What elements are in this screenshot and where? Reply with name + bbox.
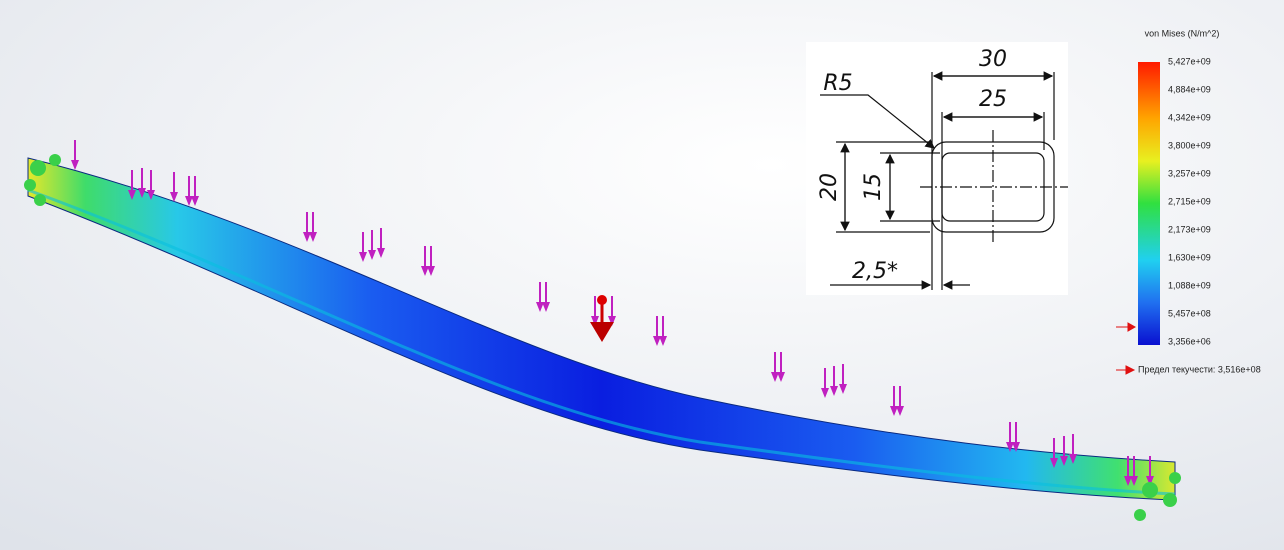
- yield-label: Предел текучести: 3,516e+08: [1138, 364, 1261, 374]
- legend-label: 1,630e+09: [1168, 252, 1211, 262]
- dim-label: 20: [817, 173, 842, 201]
- legend-label: 3,257e+09: [1168, 168, 1211, 178]
- legend-label: 3,356e+06: [1168, 336, 1211, 346]
- legend-title: von Mises (N/m^2): [1145, 28, 1220, 38]
- scene: 30 25 R5 20 15 2,5* von Mises (N/m^2) Пр…: [0, 0, 1284, 550]
- dim-label: 15: [861, 173, 886, 201]
- dim-label: 25: [979, 87, 1007, 112]
- legend-label: 4,342e+09: [1168, 112, 1211, 122]
- legend-label: 2,715e+09: [1168, 196, 1211, 206]
- dim-label: 30: [979, 47, 1007, 72]
- section-inset: 30 25 R5 20 15 2,5*: [806, 42, 1068, 295]
- legend-label: 1,088e+09: [1168, 280, 1211, 290]
- legend-label: 5,427e+09: [1168, 56, 1211, 66]
- legend-label: 5,457e+08: [1168, 308, 1211, 318]
- legend-label: 4,884e+09: [1168, 84, 1211, 94]
- dim-label: R5: [823, 71, 852, 96]
- legend-label: 3,800e+09: [1168, 140, 1211, 150]
- legend-label: 2,173e+09: [1168, 224, 1211, 234]
- dim-label: 2,5*: [852, 259, 898, 284]
- color-bar: [1138, 62, 1160, 345]
